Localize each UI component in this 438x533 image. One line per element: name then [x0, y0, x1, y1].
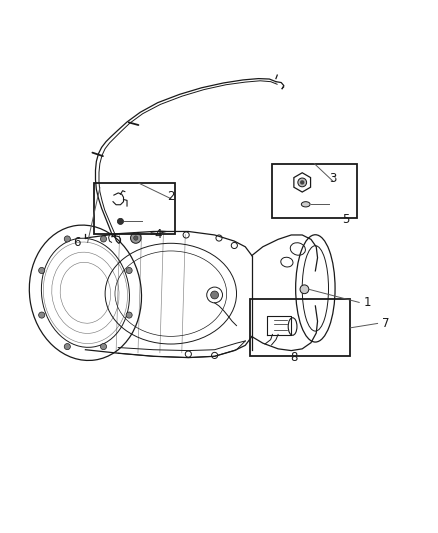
Circle shape — [126, 312, 132, 318]
Text: 3: 3 — [329, 172, 336, 185]
Circle shape — [134, 236, 138, 240]
Text: 6: 6 — [73, 236, 81, 249]
Circle shape — [211, 291, 219, 299]
Circle shape — [300, 180, 304, 184]
Text: 8: 8 — [290, 351, 297, 364]
Text: 1: 1 — [364, 296, 372, 309]
Text: 7: 7 — [381, 317, 389, 330]
Circle shape — [39, 312, 45, 318]
Circle shape — [100, 236, 106, 242]
Circle shape — [39, 268, 45, 273]
Circle shape — [100, 344, 106, 350]
Circle shape — [117, 219, 124, 224]
Text: 5: 5 — [343, 213, 350, 226]
Circle shape — [64, 236, 71, 242]
Circle shape — [300, 285, 309, 294]
Bar — [272, 164, 357, 219]
Bar — [94, 183, 175, 233]
Circle shape — [64, 344, 71, 350]
Circle shape — [298, 178, 307, 187]
Ellipse shape — [301, 201, 310, 207]
Circle shape — [131, 233, 141, 243]
Circle shape — [126, 268, 132, 273]
Text: 4: 4 — [154, 229, 162, 241]
Bar — [250, 300, 350, 356]
Text: 2: 2 — [167, 190, 175, 203]
